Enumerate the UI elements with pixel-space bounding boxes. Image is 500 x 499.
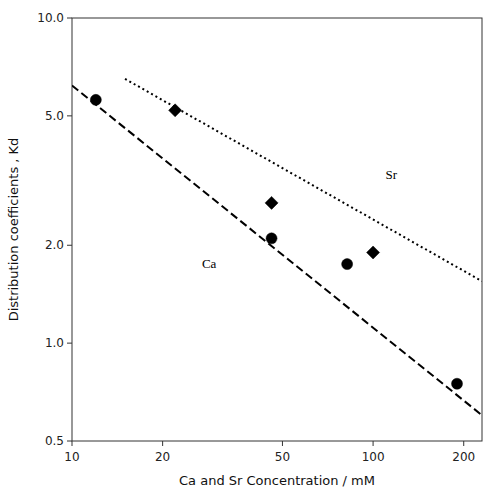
diamond-point (169, 104, 182, 117)
y-axis-label: Distribution coefficients , Kd (6, 138, 21, 322)
y-tick-label: 2.0 (45, 238, 64, 252)
y-tick (67, 245, 72, 246)
line (72, 85, 482, 415)
diamond-point (265, 196, 278, 209)
plot-area (72, 79, 482, 415)
annotation: Sr (386, 167, 398, 182)
plot-frame (72, 18, 482, 441)
y-tick-label: 10.0 (37, 11, 64, 25)
x-tick (162, 441, 163, 446)
x-tick (72, 441, 73, 446)
circle-point (342, 259, 353, 270)
line (125, 79, 482, 281)
x-tick (373, 441, 374, 446)
x-tick-label: 200 (452, 450, 475, 464)
annotation: Ca (202, 256, 217, 271)
y-tick (67, 441, 72, 442)
circle-point (452, 378, 463, 389)
x-tick-label: 50 (275, 450, 290, 464)
x-tick-label: 100 (362, 450, 385, 464)
x-tick-label: 10 (64, 450, 79, 464)
y-tick (67, 18, 72, 19)
y-tick-label: 1.0 (45, 336, 64, 350)
y-tick-label: 5.0 (45, 109, 64, 123)
x-tick-label: 20 (155, 450, 170, 464)
y-tick (67, 115, 72, 116)
x-axis-label: Ca and Sr Concentration / mM (179, 473, 375, 488)
diamond-point (367, 246, 380, 259)
x-tick (463, 441, 464, 446)
circle-point (90, 94, 101, 105)
y-tick (67, 343, 72, 344)
x-tick (282, 441, 283, 446)
y-tick-label: 0.5 (45, 434, 64, 448)
circle-point (266, 233, 277, 244)
chart: 10 20 50 100 200 0.5 1.0 2.0 5.0 10.0 Ca and Sr Co… (0, 0, 500, 499)
